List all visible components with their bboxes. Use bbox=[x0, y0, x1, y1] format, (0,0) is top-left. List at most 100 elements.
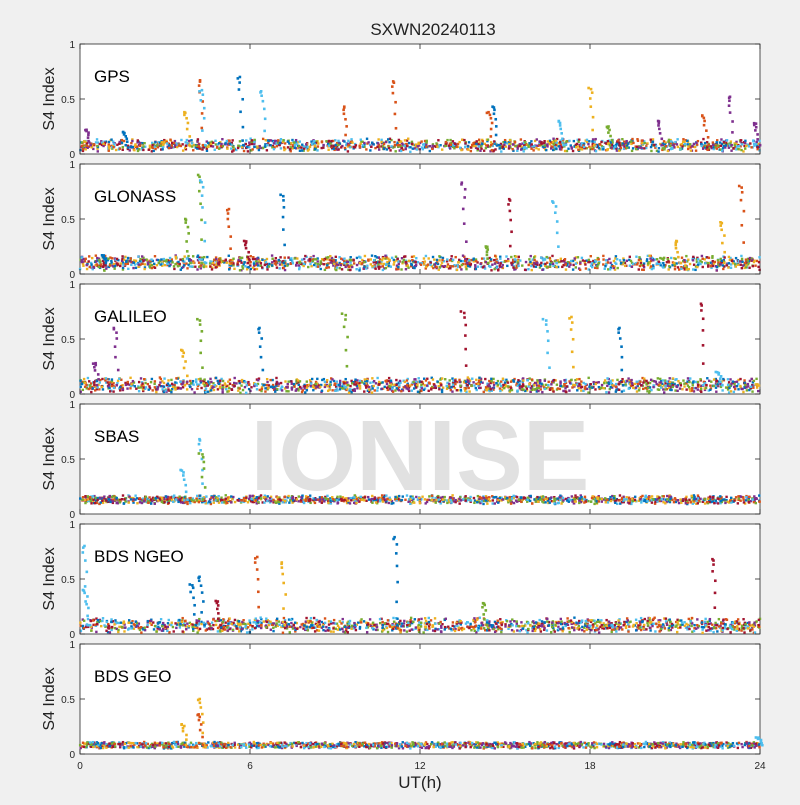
data-point bbox=[258, 145, 260, 147]
data-point bbox=[199, 378, 201, 380]
data-point bbox=[636, 263, 638, 265]
data-point bbox=[205, 391, 207, 393]
spike-point bbox=[702, 329, 705, 332]
spike-point bbox=[554, 211, 557, 214]
data-point bbox=[417, 143, 419, 145]
data-point bbox=[517, 147, 519, 149]
data-point bbox=[340, 146, 342, 148]
data-point bbox=[662, 379, 664, 381]
data-point bbox=[595, 150, 597, 152]
data-point bbox=[246, 146, 248, 148]
data-point bbox=[499, 387, 501, 389]
data-point bbox=[610, 146, 612, 148]
data-point bbox=[182, 381, 184, 383]
data-point bbox=[615, 263, 617, 265]
data-point bbox=[593, 141, 595, 143]
data-point bbox=[665, 145, 667, 147]
data-point bbox=[400, 150, 402, 152]
data-point bbox=[576, 378, 578, 380]
data-point bbox=[371, 254, 373, 256]
spike-point bbox=[759, 144, 762, 147]
data-point bbox=[549, 257, 551, 259]
data-point bbox=[325, 140, 327, 142]
data-point bbox=[695, 142, 697, 144]
data-point bbox=[625, 140, 627, 142]
data-point bbox=[367, 259, 369, 261]
spike-point bbox=[247, 251, 250, 254]
data-point bbox=[508, 143, 510, 145]
spike-point bbox=[259, 91, 262, 94]
data-point bbox=[642, 388, 644, 390]
data-point bbox=[491, 149, 493, 151]
spike-point bbox=[204, 144, 207, 147]
spike-point bbox=[202, 144, 205, 147]
data-point bbox=[504, 381, 506, 383]
spike-point bbox=[239, 110, 242, 113]
spike-point bbox=[343, 326, 346, 329]
spike-point bbox=[391, 85, 394, 88]
data-point bbox=[123, 140, 125, 142]
data-point bbox=[115, 262, 117, 264]
data-point bbox=[407, 138, 409, 140]
spike-point bbox=[755, 126, 758, 129]
spike-point bbox=[184, 384, 187, 387]
data-point bbox=[411, 256, 413, 258]
data-point bbox=[469, 264, 471, 266]
data-point bbox=[638, 256, 640, 258]
data-point bbox=[521, 386, 523, 388]
data-point bbox=[109, 390, 111, 392]
data-point bbox=[111, 378, 113, 380]
spike-point bbox=[700, 309, 703, 312]
spike-point bbox=[493, 106, 496, 109]
spike-point bbox=[199, 202, 202, 205]
data-point bbox=[363, 266, 365, 268]
data-point bbox=[342, 387, 344, 389]
data-point bbox=[363, 382, 365, 384]
data-point bbox=[277, 139, 279, 141]
data-point bbox=[343, 382, 345, 384]
data-point bbox=[355, 268, 357, 270]
data-point bbox=[737, 502, 739, 504]
spike-point bbox=[185, 219, 188, 222]
data-point bbox=[685, 255, 687, 257]
data-point bbox=[712, 144, 714, 146]
data-point bbox=[545, 149, 547, 151]
data-point bbox=[368, 388, 370, 390]
data-point bbox=[387, 138, 389, 140]
data-point bbox=[635, 148, 637, 150]
data-point bbox=[81, 141, 83, 143]
data-point bbox=[264, 387, 266, 389]
spike-point bbox=[262, 100, 265, 103]
spike-point bbox=[498, 144, 501, 147]
data-point bbox=[587, 391, 589, 393]
spike-point bbox=[617, 331, 620, 334]
data-point bbox=[525, 261, 527, 263]
data-point bbox=[619, 259, 621, 261]
data-point bbox=[182, 258, 184, 260]
data-point bbox=[454, 383, 456, 385]
data-point bbox=[363, 261, 365, 263]
data-point bbox=[493, 140, 495, 142]
data-point bbox=[717, 144, 719, 146]
data-point bbox=[437, 139, 439, 141]
spike-point bbox=[559, 128, 562, 131]
data-point bbox=[463, 139, 465, 141]
data-point bbox=[306, 389, 308, 391]
data-point bbox=[400, 147, 402, 149]
data-point bbox=[267, 387, 269, 389]
data-point bbox=[348, 392, 350, 394]
data-point bbox=[148, 388, 150, 390]
data-point bbox=[507, 260, 509, 262]
data-point bbox=[431, 145, 433, 147]
data-point bbox=[118, 378, 120, 380]
data-point bbox=[699, 378, 701, 380]
data-point bbox=[137, 266, 139, 268]
data-point bbox=[456, 269, 458, 271]
data-point bbox=[454, 380, 456, 382]
data-point bbox=[196, 383, 198, 385]
data-point bbox=[701, 258, 703, 260]
data-point bbox=[262, 147, 264, 149]
y-tick-label: 1 bbox=[69, 40, 75, 51]
data-point bbox=[315, 258, 317, 260]
